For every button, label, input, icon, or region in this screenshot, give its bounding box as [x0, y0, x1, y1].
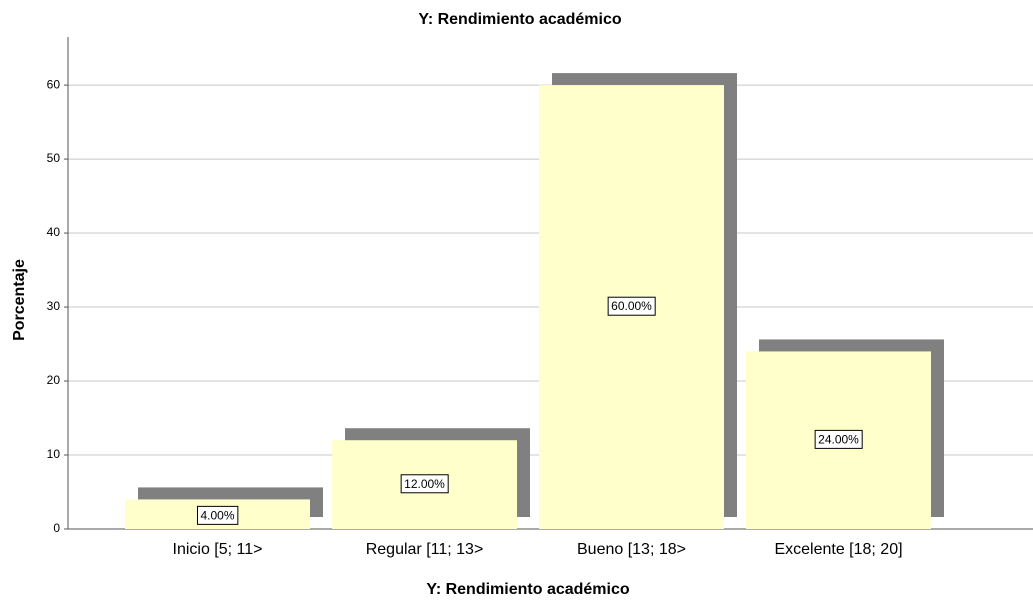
value-label-box	[607, 296, 656, 316]
y-tick-label: 10	[47, 447, 61, 461]
y-axis-label: Porcentaje	[11, 259, 28, 341]
x-axis-label: Y: Rendimiento académico	[426, 581, 630, 598]
y-tick-label: 40	[47, 225, 61, 239]
value-label-box	[196, 505, 239, 525]
value-label-box	[814, 429, 863, 449]
value-label: 4.00%	[200, 508, 234, 522]
x-tick-label: Excelente [18; 20]	[774, 541, 902, 558]
chart-title: Y: Rendimiento académico	[418, 11, 622, 28]
x-tick-label: Inicio [5; 11>	[173, 541, 263, 558]
value-label-box	[400, 474, 449, 494]
y-tick-label: 60	[47, 77, 61, 91]
x-tick-label: Bueno [13; 18>	[577, 541, 686, 558]
value-label: 12.00%	[404, 477, 445, 491]
y-tick-label: 20	[47, 373, 61, 387]
y-tick-label: 30	[47, 299, 61, 313]
y-tick-label: 0	[53, 521, 60, 535]
y-tick-label: 50	[47, 151, 61, 165]
x-tick-label: Regular [11; 13>	[366, 541, 484, 558]
value-label: 60.00%	[611, 299, 652, 313]
value-label: 24.00%	[818, 432, 859, 446]
